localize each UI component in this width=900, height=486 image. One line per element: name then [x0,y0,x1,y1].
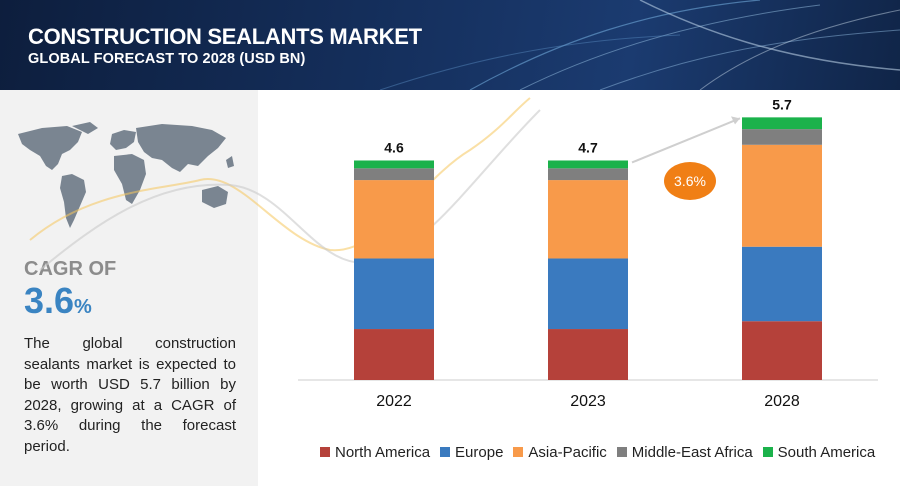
cagr-arrow-line [631,117,741,164]
bar-segment-asia-pacific-2023 [548,180,628,259]
bar-segment-north-america-2023 [548,329,628,380]
legend-item-south-america: South America [762,443,876,461]
bar-segment-europe-2028 [742,246,822,322]
header-banner: CONSTRUCTION SEALANTS MARKET GLOBAL FORE… [0,0,900,90]
cagr-badge-label: 3.6% [674,173,706,189]
cagr-unit: % [74,296,92,318]
legend-swatch [440,447,451,457]
x-tick-label-2023: 2023 [570,393,606,410]
decorative-light-streaks [379,0,900,90]
decorative-curves [29,97,541,271]
summary-panel: CAGR OF 3.6% The global construction sea… [0,90,258,486]
bar-segment-south-america-2028 [742,117,822,130]
cagr-value: 3.6% [24,280,92,322]
cagr-badge [664,162,716,200]
bar-segment-asia-pacific-2022 [354,180,434,259]
chart-title: CONSTRUCTION SEALANTS MARKET [28,24,422,49]
cagr-arrow-head [731,116,740,125]
legend-swatch [616,447,627,457]
x-tick-label-2022: 2022 [376,393,412,410]
legend-swatch [513,447,524,457]
legend-label: South America [777,443,876,461]
legend-label: Asia-Pacific [528,443,607,461]
legend-swatch [762,447,773,457]
market-description: The global construction sealants market … [24,335,236,455]
bar-segment-europe-2022 [354,258,434,330]
bar-segment-middle-east-africa-2023 [548,168,628,181]
chart-legend: North America Europe Asia-Pacific Middle-Ea… [320,443,885,461]
bar-segment-middle-east-africa-2028 [742,129,822,145]
legend-swatch [320,447,330,457]
bar-segment-north-america-2022 [354,329,434,380]
bar-segment-middle-east-africa-2022 [354,168,434,181]
total-label-2023: 4.7 [578,139,598,155]
chart-subtitle: GLOBAL FORECAST TO 2028 (USD BN) [28,51,306,67]
legend-item-north-america: North America [320,444,430,461]
total-label-2022: 4.6 [384,139,404,155]
x-tick-label-2028: 2028 [764,393,800,410]
bar-segment-north-america-2028 [742,321,822,380]
legend-label: Middle-East Africa [631,443,753,461]
bar-segment-south-america-2023 [548,160,628,169]
bar-segment-asia-pacific-2028 [742,144,822,247]
legend-label: Europe [455,443,504,461]
legend-label: North America [335,443,431,461]
legend-item-asia-pacific: Asia-Pacific [513,443,607,461]
bar-segment-south-america-2022 [354,160,434,169]
cagr-number: 3.6 [24,280,75,321]
total-label-2028: 5.7 [772,96,792,112]
legend-item-europe: Europe [440,444,503,461]
bar-segment-europe-2023 [548,258,628,330]
legend-item-middle-east-africa: Middle-East Africa [616,443,753,461]
